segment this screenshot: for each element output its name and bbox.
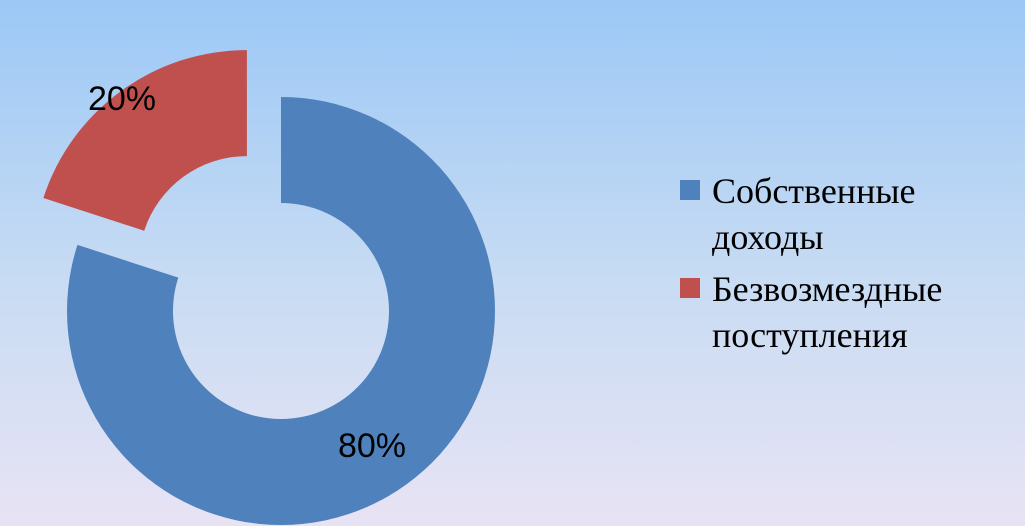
chart-slices bbox=[43, 50, 495, 525]
legend-swatch-grants bbox=[680, 278, 700, 298]
legend-swatch-own-revenue bbox=[680, 180, 700, 200]
legend-item-own-revenue: Собственные доходы bbox=[680, 168, 1025, 260]
legend-label-line1: Безвозмездные bbox=[712, 269, 943, 309]
chart-data-labels: 80% 20% bbox=[88, 80, 406, 465]
chart-legend: Собственные доходы Безвозмездные поступл… bbox=[680, 168, 1025, 364]
legend-label-line2: поступления bbox=[712, 315, 908, 355]
legend-label-line1: Собственные bbox=[712, 171, 916, 211]
data-label-grants: 20% bbox=[88, 80, 156, 118]
legend-item-grants: Безвозмездные поступления bbox=[680, 266, 1025, 358]
data-label-own-revenue: 80% bbox=[338, 427, 406, 465]
slice-own-revenue bbox=[66, 97, 495, 525]
slice-grants bbox=[43, 50, 247, 231]
legend-label-line2: доходы bbox=[712, 217, 824, 257]
